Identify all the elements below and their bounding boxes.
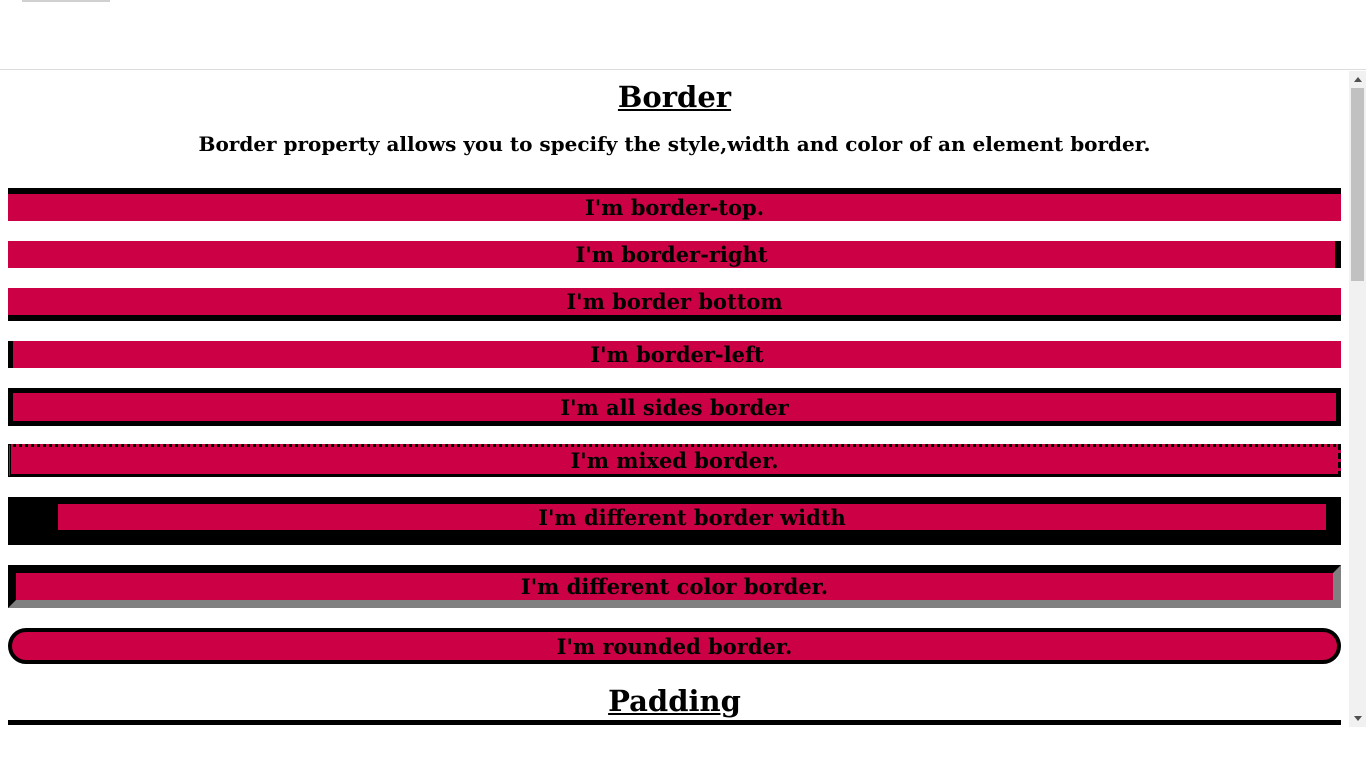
mixed-border-label: I'm mixed border. xyxy=(570,448,779,473)
page-title: Border xyxy=(617,80,732,114)
border-left-label: I'm border-left xyxy=(590,342,764,367)
border-right-label: I'm border-right xyxy=(575,242,768,267)
rounded-border-label: I'm rounded border. xyxy=(556,633,793,659)
different-color-border-label: I'm different color border. xyxy=(520,574,829,599)
border-bottom-label: I'm border bottom xyxy=(566,289,783,314)
page-viewport[interactable]: Border Border property allows you to spe… xyxy=(0,71,1366,727)
border-top-box: I'm border-top. xyxy=(8,188,1341,221)
different-width-border-label: I'm different border width xyxy=(538,504,846,530)
border-top-label: I'm border-top. xyxy=(584,195,765,220)
rounded-border-box: I'm rounded border. xyxy=(8,628,1341,664)
browser-bottom-area xyxy=(0,727,1366,768)
border-right-box: I'm border-right xyxy=(8,241,1341,268)
all-sides-border-box: I'm all sides border xyxy=(8,388,1341,426)
scroll-thumb[interactable] xyxy=(1351,88,1364,281)
vertical-scrollbar[interactable] xyxy=(1349,71,1366,727)
different-color-border-box: I'm different color border. xyxy=(8,565,1341,608)
border-left-box: I'm border-left xyxy=(8,341,1341,368)
scroll-up-arrow-icon[interactable] xyxy=(1349,71,1366,88)
page-subtitle: Border property allows you to specify th… xyxy=(198,132,1151,156)
mixed-border-box: I'm mixed border. xyxy=(8,444,1341,477)
padding-section-title: Padding xyxy=(608,684,741,718)
all-sides-border-label: I'm all sides border xyxy=(560,394,789,420)
padding-section-border xyxy=(8,720,1341,725)
scroll-down-arrow-icon[interactable] xyxy=(1349,710,1366,727)
different-width-border-box: I'm different border width xyxy=(8,497,1341,545)
browser-top-area xyxy=(0,0,1366,70)
tab-stub[interactable] xyxy=(22,0,110,2)
border-bottom-box: I'm border bottom xyxy=(8,288,1341,321)
